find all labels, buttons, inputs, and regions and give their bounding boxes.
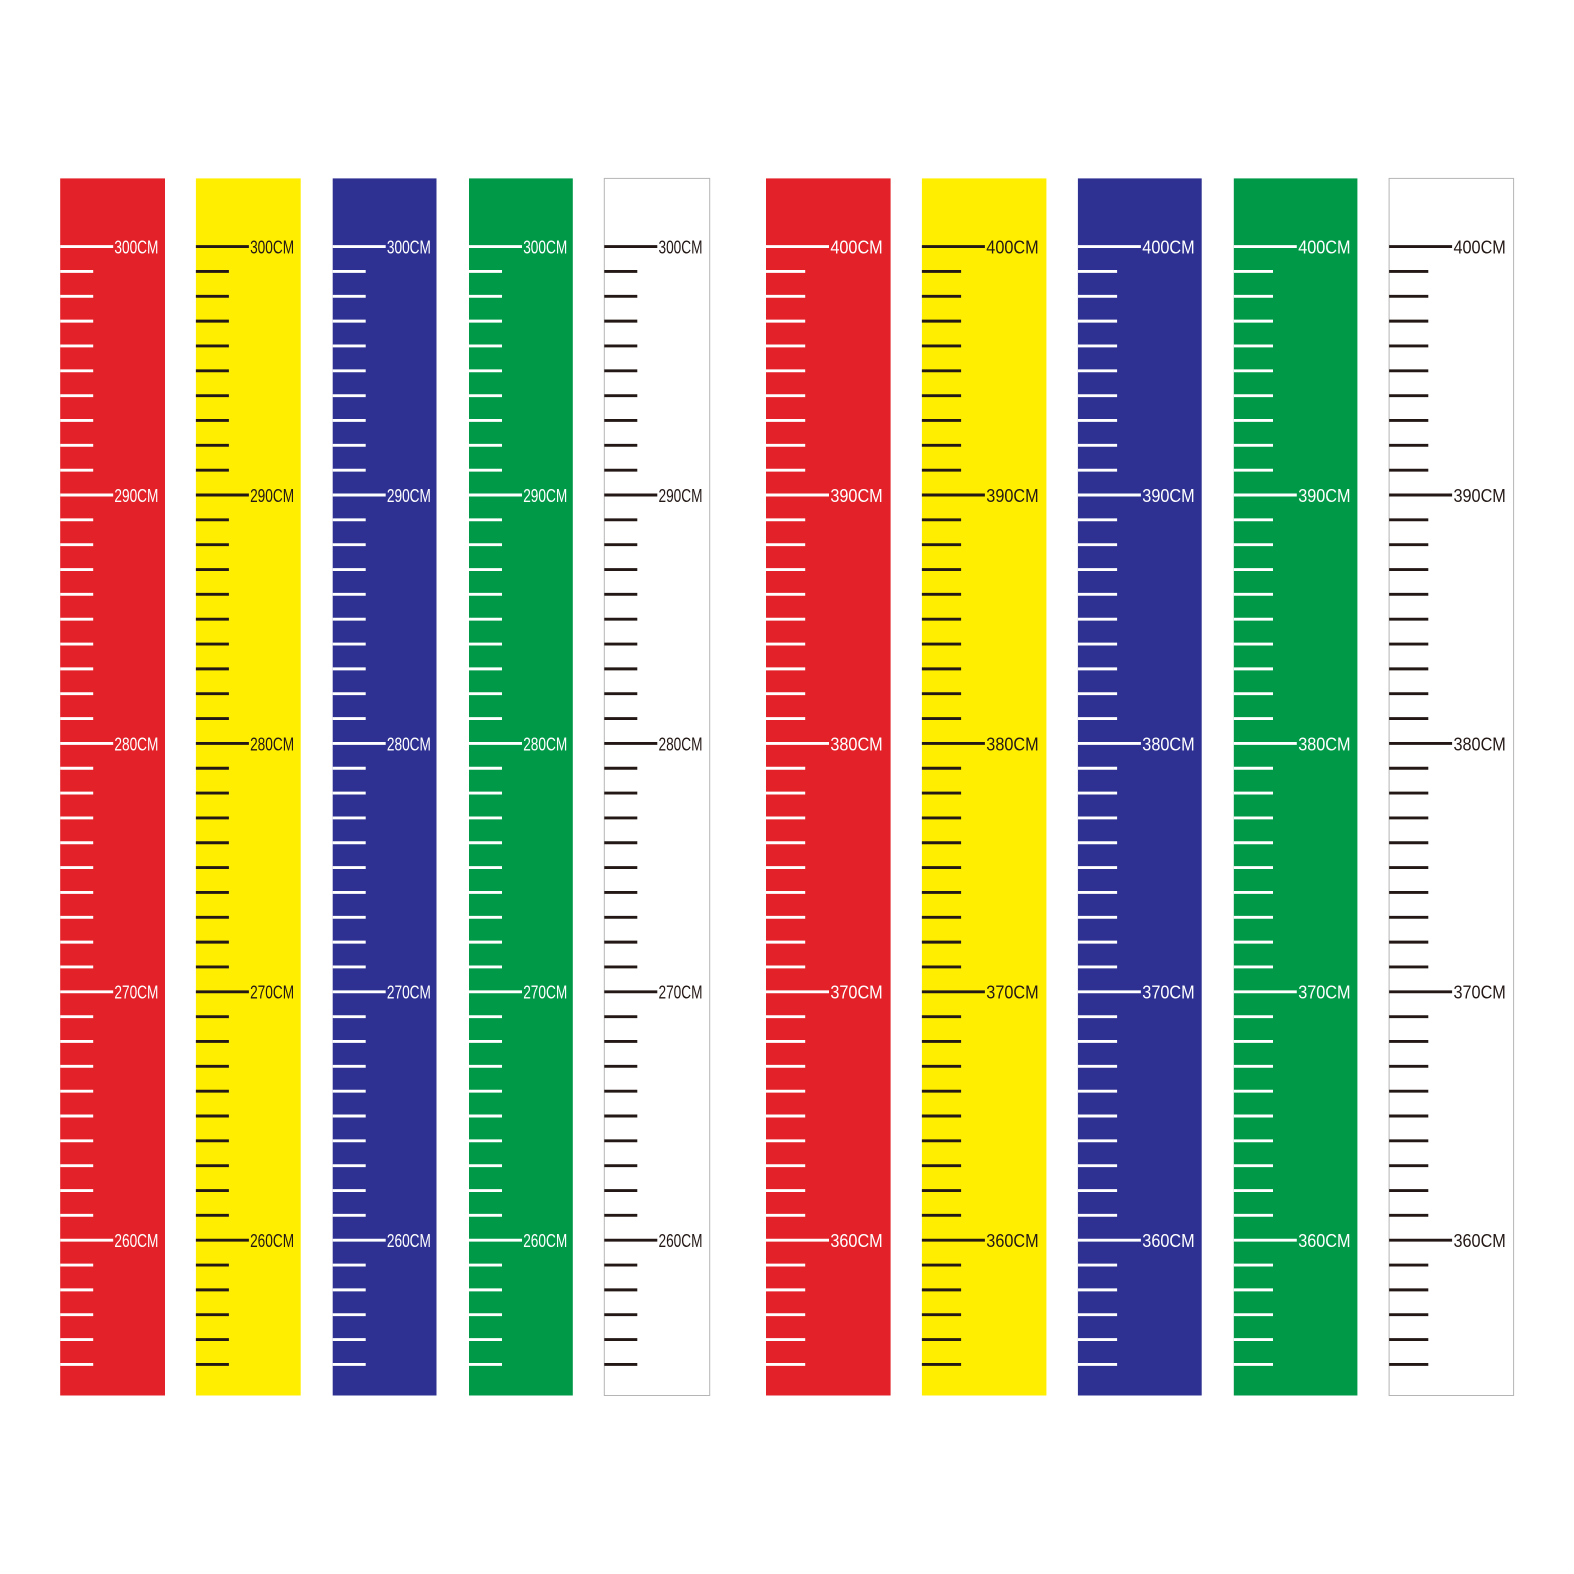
svg-text:300CM: 300CM	[250, 236, 294, 257]
svg-text:260CM: 260CM	[523, 1230, 567, 1251]
svg-text:400CM: 400CM	[986, 236, 1038, 257]
svg-text:260CM: 260CM	[114, 1230, 158, 1251]
svg-text:260CM: 260CM	[387, 1230, 431, 1251]
svg-text:290CM: 290CM	[250, 485, 294, 506]
svg-text:300CM: 300CM	[659, 236, 703, 257]
svg-text:400CM: 400CM	[830, 236, 882, 257]
svg-text:300CM: 300CM	[387, 236, 431, 257]
svg-text:280CM: 280CM	[250, 733, 294, 754]
svg-text:300CM: 300CM	[114, 236, 158, 257]
svg-text:400CM: 400CM	[1142, 236, 1194, 257]
svg-text:370CM: 370CM	[1142, 982, 1194, 1003]
svg-text:290CM: 290CM	[114, 485, 158, 506]
svg-text:390CM: 390CM	[1298, 485, 1350, 506]
svg-text:390CM: 390CM	[1454, 485, 1506, 506]
svg-text:400CM: 400CM	[1298, 236, 1350, 257]
svg-text:380CM: 380CM	[830, 733, 882, 754]
svg-text:360CM: 360CM	[1454, 1230, 1506, 1251]
svg-text:270CM: 270CM	[250, 982, 294, 1003]
svg-text:260CM: 260CM	[659, 1230, 703, 1251]
svg-text:370CM: 370CM	[986, 982, 1038, 1003]
svg-text:390CM: 390CM	[830, 485, 882, 506]
svg-text:390CM: 390CM	[986, 485, 1038, 506]
svg-text:360CM: 360CM	[986, 1230, 1038, 1251]
svg-text:380CM: 380CM	[1454, 733, 1506, 754]
svg-text:370CM: 370CM	[1454, 982, 1506, 1003]
svg-text:370CM: 370CM	[830, 982, 882, 1003]
svg-text:290CM: 290CM	[523, 485, 567, 506]
svg-text:380CM: 380CM	[1142, 733, 1194, 754]
svg-text:280CM: 280CM	[523, 733, 567, 754]
svg-text:280CM: 280CM	[114, 733, 158, 754]
svg-text:390CM: 390CM	[1142, 485, 1194, 506]
svg-text:270CM: 270CM	[659, 982, 703, 1003]
svg-text:360CM: 360CM	[1142, 1230, 1194, 1251]
svg-text:380CM: 380CM	[1298, 733, 1350, 754]
svg-text:270CM: 270CM	[387, 982, 431, 1003]
svg-text:270CM: 270CM	[114, 982, 158, 1003]
svg-text:280CM: 280CM	[659, 733, 703, 754]
svg-text:360CM: 360CM	[1298, 1230, 1350, 1251]
svg-text:380CM: 380CM	[986, 733, 1038, 754]
svg-text:280CM: 280CM	[387, 733, 431, 754]
svg-text:290CM: 290CM	[387, 485, 431, 506]
svg-text:270CM: 270CM	[523, 982, 567, 1003]
svg-text:370CM: 370CM	[1298, 982, 1350, 1003]
svg-text:290CM: 290CM	[659, 485, 703, 506]
svg-text:400CM: 400CM	[1454, 236, 1506, 257]
svg-text:360CM: 360CM	[830, 1230, 882, 1251]
svg-text:260CM: 260CM	[250, 1230, 294, 1251]
svg-text:300CM: 300CM	[523, 236, 567, 257]
